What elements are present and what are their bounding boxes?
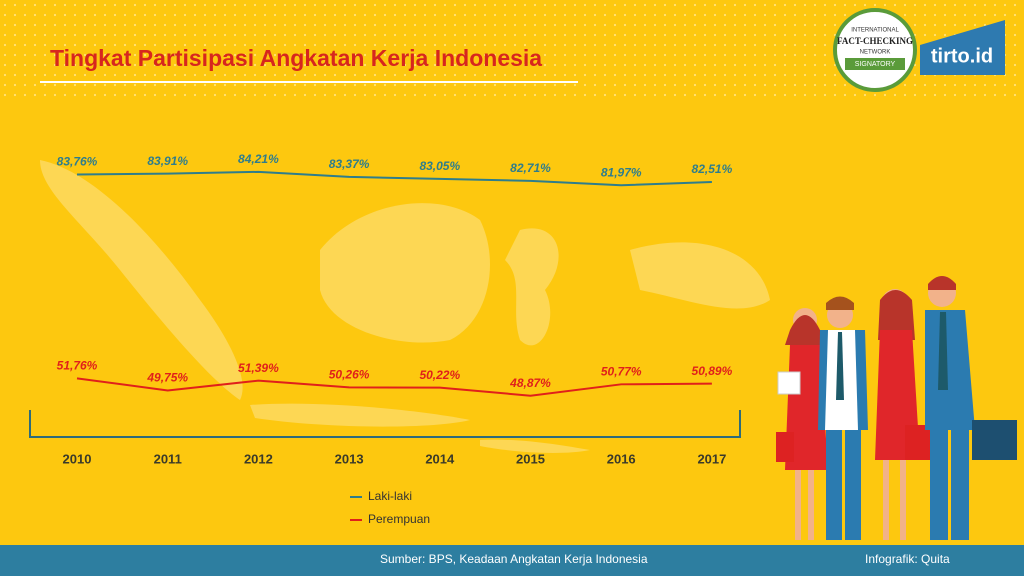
x-tick-label: 2011 xyxy=(154,451,182,466)
value-label: 81,97% xyxy=(601,165,642,179)
value-label: 51,39% xyxy=(238,361,279,375)
badge-bottom: SIGNATORY xyxy=(855,61,896,68)
axis-bracket xyxy=(29,410,741,438)
legend-label: Laki-laki xyxy=(368,489,412,503)
value-label: 50,77% xyxy=(601,364,642,378)
badge-sub: NETWORK xyxy=(860,50,891,56)
map xyxy=(40,160,770,453)
x-tick-label: 2015 xyxy=(516,451,545,466)
value-label: 83,05% xyxy=(419,159,460,173)
badge-main: FACT-CHECKING xyxy=(837,36,913,46)
x-tick-label: 2010 xyxy=(63,451,92,466)
x-tick-label: 2012 xyxy=(244,451,273,466)
x-tick-label: 2013 xyxy=(335,451,364,466)
series-line xyxy=(76,170,712,187)
value-label: 83,76% xyxy=(57,155,98,169)
value-label: 83,37% xyxy=(329,157,370,171)
value-label: 50,22% xyxy=(419,368,460,382)
credit: Infografik: Quita xyxy=(865,552,950,566)
x-tick-label: 2017 xyxy=(697,451,726,466)
value-label: 51,76% xyxy=(57,359,98,373)
badge-top: INTERNATIONAL xyxy=(851,28,899,34)
value-label: 84,21% xyxy=(238,152,279,166)
x-tick-label: 2014 xyxy=(425,451,455,466)
source: Sumber: BPS, Keadaan Angkatan Kerja Indo… xyxy=(380,552,648,566)
x-tick-label: 2016 xyxy=(607,451,636,466)
legend-label: Perempuan xyxy=(368,512,430,526)
logo: tirto.id xyxy=(931,45,993,67)
value-label: 83,91% xyxy=(147,154,188,168)
chart-title: Tingkat Partisipasi Angkatan Kerja Indon… xyxy=(50,45,542,71)
series-line xyxy=(76,377,712,397)
people-illustration xyxy=(776,276,1017,540)
value-label: 50,26% xyxy=(329,368,370,382)
badge: INTERNATIONAL FACT-CHECKING NETWORK SIGN… xyxy=(833,8,917,92)
value-label: 82,51% xyxy=(692,162,733,176)
value-label: 49,75% xyxy=(146,371,188,385)
value-label: 48,87% xyxy=(509,376,551,390)
value-label: 50,89% xyxy=(692,364,733,378)
logo-bg xyxy=(920,20,1005,75)
footer xyxy=(0,545,1024,576)
value-label: 82,71% xyxy=(510,161,551,175)
